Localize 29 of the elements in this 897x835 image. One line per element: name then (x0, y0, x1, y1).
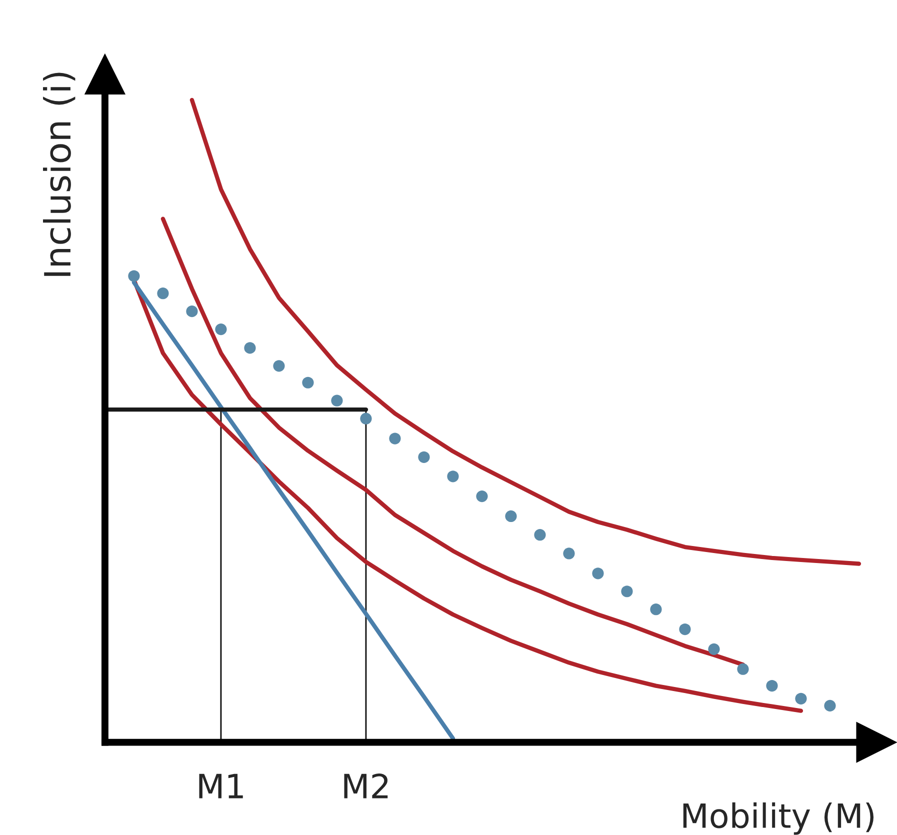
x-axis-title: Mobility (M) (683, 802, 874, 835)
point (273, 360, 285, 372)
point (505, 510, 517, 522)
point (737, 663, 749, 675)
point (563, 548, 575, 560)
point (418, 451, 430, 463)
point (708, 643, 720, 655)
point (331, 394, 343, 406)
point (447, 470, 459, 482)
point (534, 529, 546, 541)
point (476, 490, 488, 502)
point (244, 342, 256, 354)
point (592, 568, 604, 580)
point (766, 680, 778, 692)
x-tick-label: M2 (344, 773, 388, 798)
point (679, 623, 691, 636)
point (215, 324, 227, 336)
point (157, 288, 169, 300)
point (186, 306, 198, 318)
point (824, 700, 836, 712)
point (650, 604, 662, 616)
point (360, 412, 372, 424)
point (621, 586, 633, 598)
x-tick-label: M1 (199, 774, 243, 798)
point (302, 376, 314, 388)
point (795, 692, 807, 704)
point (389, 432, 401, 444)
y-axis-title: Inclusion (i) (43, 72, 76, 276)
point (128, 270, 140, 282)
